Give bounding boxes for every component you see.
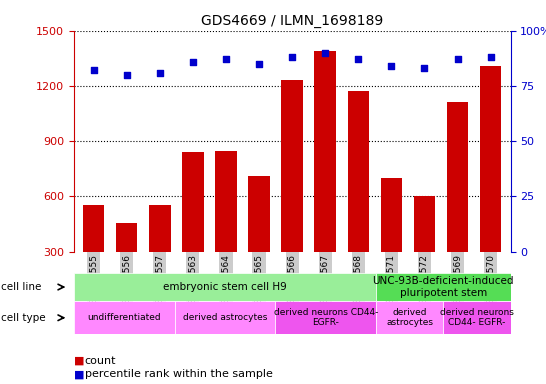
- Bar: [381, 178, 402, 252]
- Bar: [83, 205, 104, 252]
- Bar: [443, 301, 511, 334]
- Bar: [182, 152, 204, 252]
- Bar: [116, 223, 138, 252]
- Point: [188, 59, 197, 65]
- Text: derived astrocytes: derived astrocytes: [183, 313, 267, 322]
- Point: [254, 61, 263, 67]
- Text: embryonic stem cell H9: embryonic stem cell H9: [163, 282, 287, 292]
- Bar: [348, 91, 369, 252]
- Bar: [149, 205, 170, 252]
- Bar: [215, 151, 236, 252]
- Text: percentile rank within the sample: percentile rank within the sample: [85, 369, 272, 379]
- Bar: [314, 51, 336, 252]
- Bar: [414, 196, 435, 252]
- Bar: [376, 301, 443, 334]
- Text: derived neurons
CD44- EGFR-: derived neurons CD44- EGFR-: [440, 308, 514, 328]
- Bar: [175, 301, 275, 334]
- Bar: [480, 66, 501, 252]
- Point: [486, 54, 495, 60]
- Text: ■: ■: [74, 369, 84, 379]
- Bar: [281, 80, 303, 252]
- Text: count: count: [85, 356, 116, 366]
- Point: [288, 54, 296, 60]
- Point: [321, 50, 330, 56]
- Point: [122, 72, 131, 78]
- Text: derived neurons CD44-
EGFR-: derived neurons CD44- EGFR-: [274, 308, 378, 328]
- Point: [222, 56, 230, 63]
- Text: cell line: cell line: [1, 282, 41, 292]
- Bar: [447, 101, 468, 252]
- Point: [354, 56, 363, 63]
- Point: [420, 65, 429, 71]
- Point: [156, 70, 164, 76]
- Title: GDS4669 / ILMN_1698189: GDS4669 / ILMN_1698189: [201, 14, 383, 28]
- Bar: [74, 301, 175, 334]
- Point: [387, 63, 396, 69]
- Bar: [275, 301, 376, 334]
- Point: [89, 68, 98, 74]
- Bar: [74, 273, 376, 301]
- Text: UNC-93B-deficient-induced
pluripotent stem: UNC-93B-deficient-induced pluripotent st…: [372, 276, 514, 298]
- Text: derived
astrocytes: derived astrocytes: [386, 308, 433, 328]
- Text: undifferentiated: undifferentiated: [87, 313, 161, 322]
- Text: ■: ■: [74, 356, 84, 366]
- Bar: [376, 273, 511, 301]
- Text: cell type: cell type: [1, 313, 46, 323]
- Point: [453, 56, 462, 63]
- Bar: [248, 176, 270, 252]
